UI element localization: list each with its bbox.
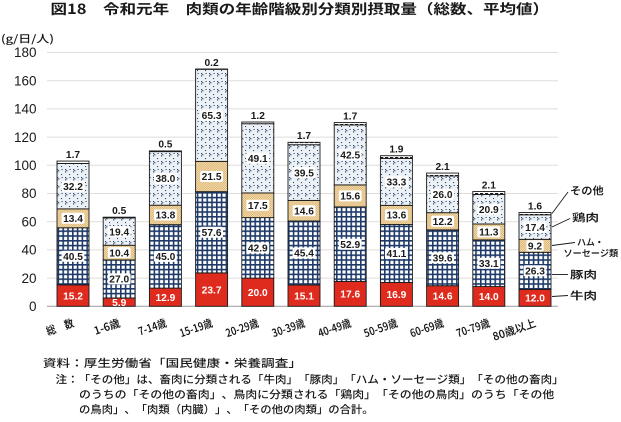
svg-text:20.0: 20.0 [248, 288, 268, 299]
svg-text:60: 60 [21, 214, 36, 229]
svg-text:41.1: 41.1 [386, 249, 406, 260]
svg-text:40.5: 40.5 [63, 252, 83, 263]
svg-text:160: 160 [14, 73, 37, 88]
svg-text:40: 40 [21, 243, 36, 258]
svg-text:39.6: 39.6 [433, 254, 453, 265]
svg-text:15.6: 15.6 [340, 192, 360, 203]
svg-text:13.8: 13.8 [155, 211, 175, 222]
svg-text:80: 80 [21, 186, 36, 201]
svg-text:26.3: 26.3 [525, 267, 545, 278]
svg-text:180: 180 [14, 45, 37, 60]
svg-text:10.4: 10.4 [109, 248, 129, 259]
svg-text:39.5: 39.5 [294, 168, 314, 179]
svg-text:19.4: 19.4 [109, 227, 129, 238]
svg-text:33.1: 33.1 [479, 259, 499, 270]
svg-text:38.0: 38.0 [155, 174, 175, 185]
svg-text:57.6: 57.6 [202, 228, 222, 239]
svg-text:45.0: 45.0 [155, 252, 175, 263]
svg-text:52.9: 52.9 [340, 240, 360, 251]
svg-text:27.0: 27.0 [109, 275, 129, 286]
svg-text:13.4: 13.4 [63, 214, 83, 225]
svg-text:13.6: 13.6 [386, 211, 406, 222]
svg-text:32.2: 32.2 [63, 182, 83, 193]
svg-text:15.2: 15.2 [63, 291, 83, 302]
svg-text:14.0: 14.0 [479, 292, 499, 303]
svg-text:14.6: 14.6 [433, 292, 453, 303]
svg-text:26.0: 26.0 [433, 190, 453, 201]
svg-text:1.7: 1.7 [343, 111, 357, 122]
svg-text:9.2: 9.2 [528, 242, 542, 253]
svg-text:17.6: 17.6 [340, 290, 360, 301]
svg-text:2.1: 2.1 [482, 180, 496, 191]
svg-text:23.7: 23.7 [202, 285, 222, 296]
svg-text:49.1: 49.1 [248, 154, 268, 165]
svg-text:0: 0 [29, 299, 37, 314]
svg-text:12.2: 12.2 [433, 217, 453, 228]
svg-text:12.0: 12.0 [525, 294, 545, 305]
svg-text:17.4: 17.4 [525, 223, 545, 234]
svg-text:1.7: 1.7 [297, 131, 311, 142]
svg-text:2.1: 2.1 [436, 162, 450, 173]
svg-text:14.6: 14.6 [294, 206, 314, 217]
svg-text:1.7: 1.7 [66, 150, 80, 161]
svg-text:120: 120 [14, 130, 37, 145]
svg-text:20.9: 20.9 [479, 205, 499, 216]
svg-text:42.5: 42.5 [340, 151, 360, 162]
svg-text:17.5: 17.5 [248, 201, 268, 212]
svg-text:21.5: 21.5 [202, 172, 222, 183]
svg-text:5.9: 5.9 [112, 298, 126, 309]
svg-text:1.6: 1.6 [528, 201, 542, 212]
svg-text:16.9: 16.9 [386, 290, 406, 301]
svg-text:33.3: 33.3 [386, 178, 406, 189]
svg-text:20: 20 [21, 271, 36, 286]
svg-text:1.2: 1.2 [251, 111, 265, 122]
svg-text:100: 100 [14, 158, 37, 173]
svg-text:12.9: 12.9 [155, 293, 175, 304]
svg-text:45.4: 45.4 [294, 249, 314, 260]
svg-text:1.9: 1.9 [389, 145, 403, 156]
svg-text:0.2: 0.2 [205, 58, 219, 69]
svg-text:42.9: 42.9 [248, 244, 268, 255]
svg-text:0.5: 0.5 [158, 140, 172, 151]
svg-text:0.5: 0.5 [112, 206, 126, 217]
svg-text:140: 140 [14, 102, 37, 117]
svg-text:65.3: 65.3 [202, 111, 222, 122]
svg-text:11.3: 11.3 [479, 228, 499, 239]
svg-text:15.1: 15.1 [294, 291, 314, 302]
